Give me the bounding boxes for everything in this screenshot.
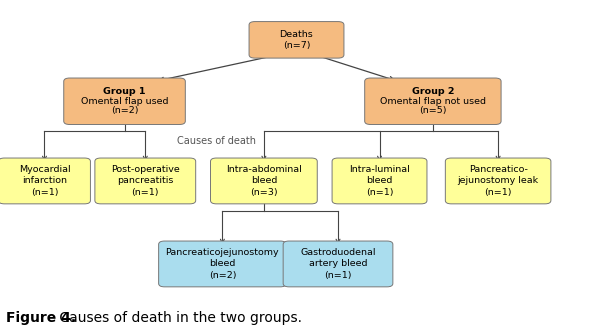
Text: (n=2): (n=2) — [111, 106, 138, 115]
FancyBboxPatch shape — [365, 78, 501, 124]
Text: Gastroduodenal
artery bleed
(n=1): Gastroduodenal artery bleed (n=1) — [300, 248, 376, 280]
Text: Pancreaticojejunostomy
bleed
(n=2): Pancreaticojejunostomy bleed (n=2) — [165, 248, 279, 280]
Text: Myocardial
infarction
(n=1): Myocardial infarction (n=1) — [18, 165, 71, 197]
FancyBboxPatch shape — [445, 158, 551, 204]
Text: Pancreatico-
jejunostomy leak
(n=1): Pancreatico- jejunostomy leak (n=1) — [458, 165, 538, 197]
Text: Intra-abdominal
bleed
(n=3): Intra-abdominal bleed (n=3) — [226, 165, 302, 197]
FancyBboxPatch shape — [0, 158, 90, 204]
Text: Group 1: Group 1 — [103, 87, 146, 96]
FancyBboxPatch shape — [332, 158, 427, 204]
Text: Omental flap used: Omental flap used — [81, 97, 168, 106]
Text: (n=5): (n=5) — [419, 106, 447, 115]
FancyBboxPatch shape — [249, 22, 344, 58]
Text: Omental flap not used: Omental flap not used — [380, 97, 486, 106]
Text: Causes of death: Causes of death — [177, 136, 256, 146]
FancyBboxPatch shape — [283, 241, 393, 287]
Text: Figure 4.: Figure 4. — [6, 311, 76, 325]
FancyBboxPatch shape — [158, 241, 286, 287]
Text: Deaths
(n=7): Deaths (n=7) — [280, 30, 313, 50]
Text: Intra-luminal
bleed
(n=1): Intra-luminal bleed (n=1) — [349, 165, 410, 197]
Text: Post-operative
pancreatitis
(n=1): Post-operative pancreatitis (n=1) — [111, 165, 180, 197]
FancyBboxPatch shape — [95, 158, 196, 204]
FancyBboxPatch shape — [211, 158, 317, 204]
FancyBboxPatch shape — [64, 78, 185, 124]
Text: Causes of death in the two groups.: Causes of death in the two groups. — [55, 311, 302, 325]
Text: Group 2: Group 2 — [412, 87, 454, 96]
